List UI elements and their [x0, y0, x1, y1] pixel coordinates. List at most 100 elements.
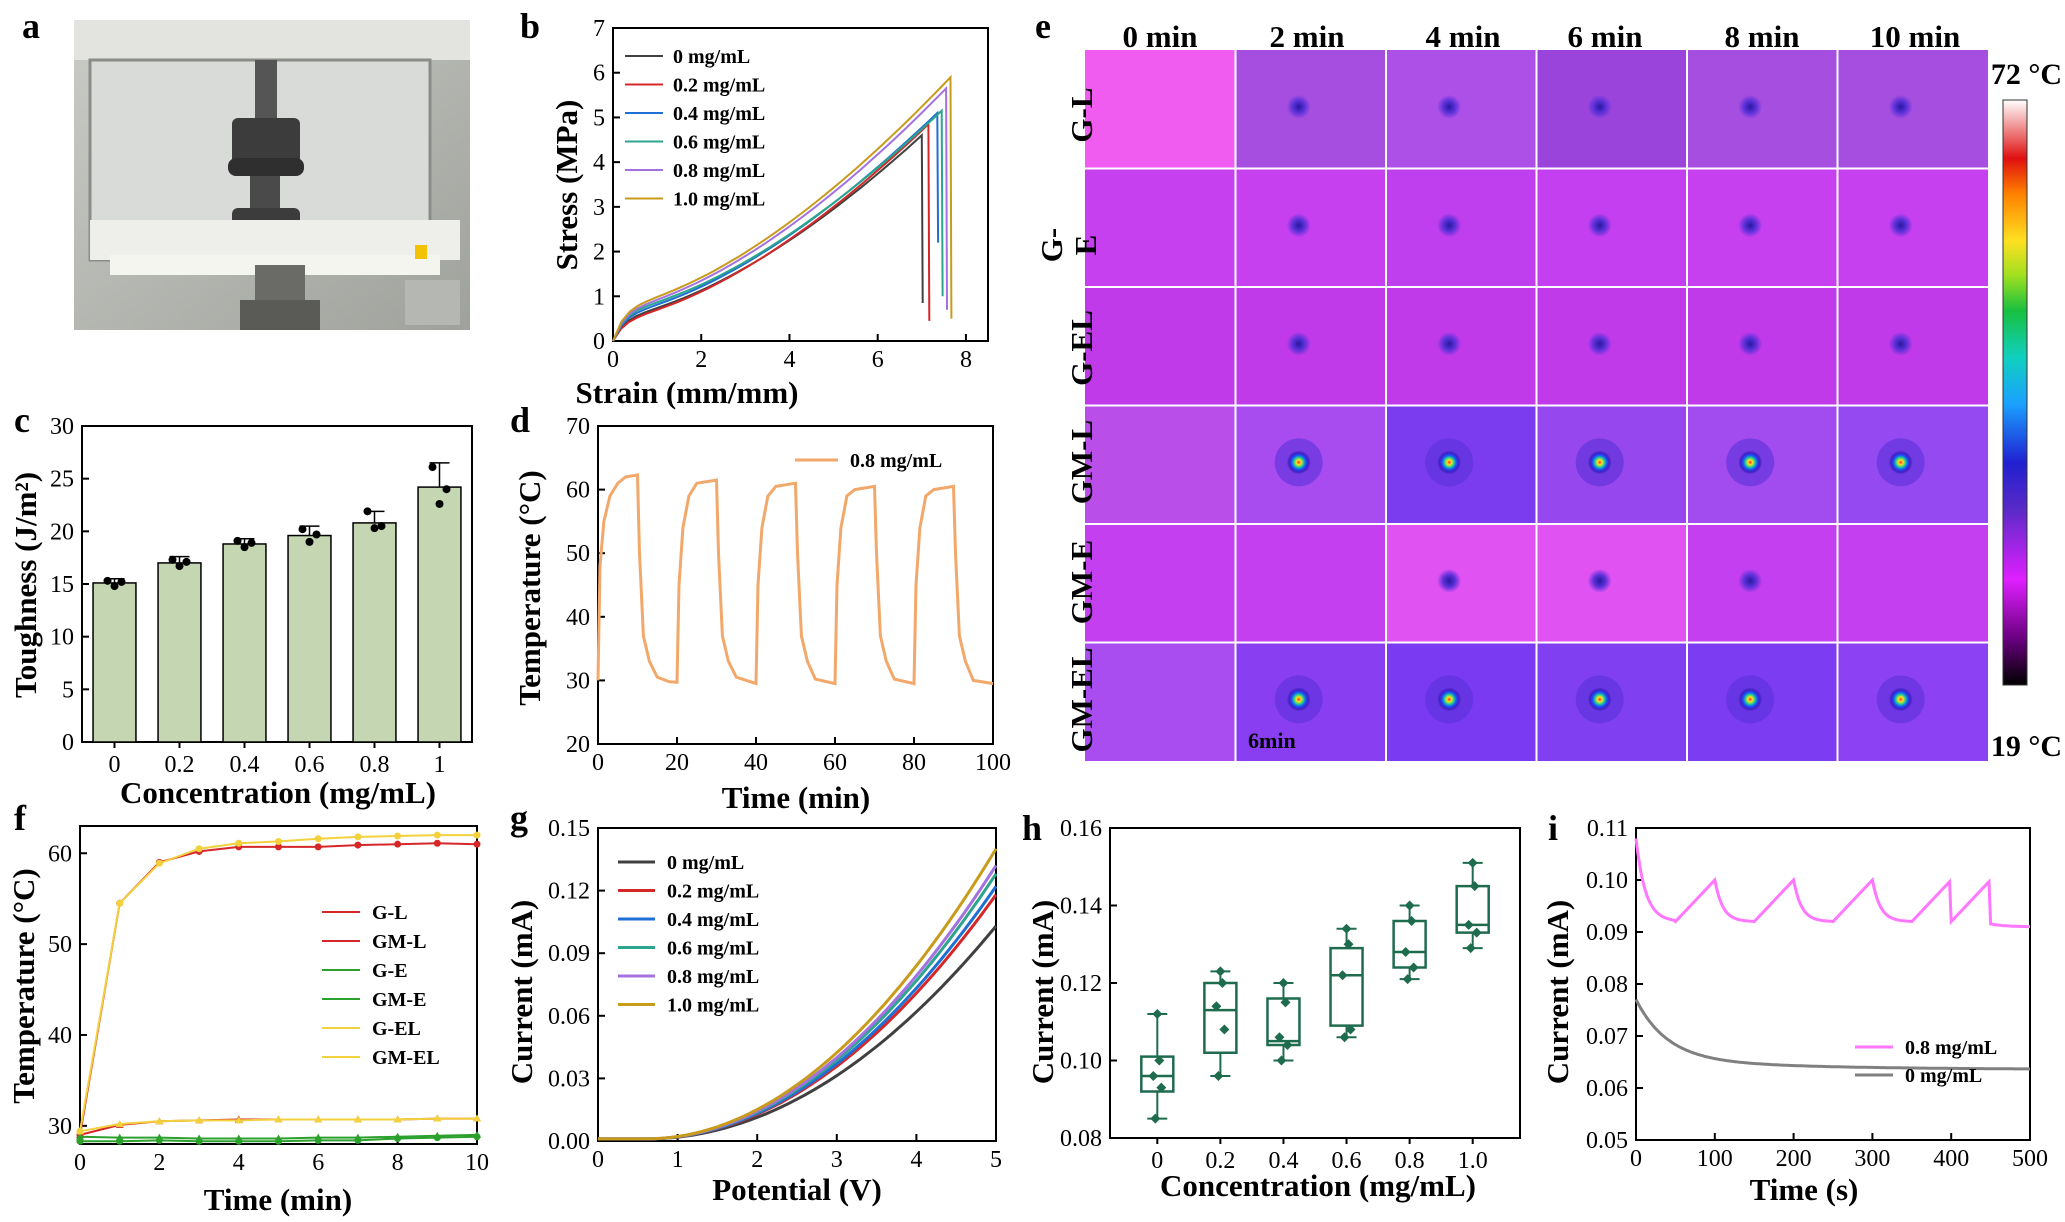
- thermal-hotspot: [1587, 687, 1612, 712]
- h-ylabel: Current (mA): [1025, 900, 1060, 1085]
- c-point: [175, 562, 184, 571]
- thermal-spot: [1738, 94, 1763, 119]
- b-legend-label-3: 0.6 mg/mL: [673, 132, 765, 154]
- thermal-spot: [1286, 331, 1311, 356]
- thermal-cell: [1837, 50, 1988, 169]
- h-point: [1463, 919, 1474, 930]
- d-frame: [597, 425, 994, 745]
- thermal-hotspot: [1888, 450, 1913, 475]
- c-point: [428, 463, 437, 472]
- c-point: [370, 524, 379, 533]
- panel-label-c: c: [14, 400, 30, 440]
- b-ytick-label: 5: [593, 105, 605, 131]
- thermal-cell: [1235, 50, 1386, 169]
- e-row-4: GM-E: [1064, 540, 1099, 624]
- panel-label-b: b: [520, 6, 540, 46]
- h-xtick-label: 1.0: [1458, 1148, 1488, 1174]
- f-marker: [235, 839, 243, 847]
- thermal-spot: [1888, 213, 1913, 238]
- h-point: [1343, 939, 1354, 950]
- f-legend-label-1: GM-L: [372, 931, 426, 953]
- b-legend-label-2: 0.4 mg/mL: [673, 103, 765, 125]
- i-xlabel: Time (s): [1750, 1172, 1859, 1207]
- c-bar-5: [417, 486, 462, 743]
- d-xtick-label: 0: [592, 750, 604, 776]
- g-ytick-label: 0.06: [548, 1004, 590, 1030]
- f-ytick-label: 30: [48, 1114, 72, 1140]
- c-point: [435, 499, 444, 508]
- b-series-5: [612, 74, 953, 342]
- b-legend-label-4: 0.8 mg/mL: [673, 160, 765, 182]
- h-xlabel: Concentration (mg/mL): [1160, 1168, 1476, 1203]
- thermal-spot: [1437, 331, 1462, 356]
- i-ytick-label: 0.05: [1586, 1128, 1628, 1154]
- thermal-spot: [1286, 94, 1311, 119]
- f-ytick-label: 50: [48, 932, 72, 958]
- thermal-spot: [1587, 568, 1612, 593]
- thermal-spot: [1888, 94, 1913, 119]
- c-bar-2: [222, 543, 267, 743]
- thermal-spot: [1437, 568, 1462, 593]
- g-xtick-label: 0: [592, 1147, 604, 1173]
- panel-label-d: d: [510, 400, 530, 440]
- h-ytick-label: 0.12: [1060, 971, 1102, 997]
- thermal-spot: [1587, 94, 1612, 119]
- current-box-chart: 0.08 0.10 0.12 0.14 0.16 0 0.2 0.4 0.6 0.8 1.0: [1060, 816, 1521, 1174]
- thermal-cell: [1085, 50, 1236, 169]
- h-point: [1469, 881, 1480, 892]
- i-ytick-label: 0.11: [1587, 816, 1628, 842]
- i-legend-label-1: 0 mg/mL: [1905, 1065, 1982, 1087]
- g-ytick-label: 0.15: [548, 816, 590, 842]
- d-legend-label: 0.8 mg/mL: [850, 450, 942, 472]
- thermal-spot: [1888, 331, 1913, 356]
- h-point: [1219, 1024, 1230, 1035]
- e-row-1b: E: [1068, 235, 1103, 256]
- f-marker: [116, 899, 124, 907]
- thermal-cell: [1085, 168, 1236, 287]
- h-point: [1215, 966, 1226, 977]
- c-point: [168, 555, 177, 564]
- b-legend-label-0: 0 mg/mL: [673, 46, 750, 68]
- f-xtick-label: 6: [312, 1150, 324, 1176]
- h-point: [1278, 978, 1289, 988]
- thermal-cell: [1235, 168, 1386, 287]
- f-marker: [473, 840, 481, 848]
- b-ytick-label: 3: [593, 195, 605, 221]
- b-ylabel: Stress (MPa): [549, 100, 584, 271]
- h-box-3: [1329, 946, 1364, 1027]
- i-ytick-label: 0.07: [1586, 1024, 1628, 1050]
- stress-strain-chart: 0 2 4 6 8 0 1 2 3 4 5 6 7 0 mg/mL 0.2 mg/mL 0.4 mg/mL 0.…: [593, 16, 989, 373]
- c-xtick-label: 0.2: [165, 752, 195, 778]
- g-legend-label-4: 0.8 mg/mL: [667, 966, 759, 988]
- d-ytick-label: 70: [566, 414, 590, 440]
- g-legend-label-2: 0.4 mg/mL: [667, 909, 759, 931]
- thermal-cell: [1536, 50, 1687, 169]
- c-xtick-label: 1: [434, 752, 446, 778]
- h-point: [1154, 1055, 1165, 1066]
- g-xtick-label: 1: [672, 1147, 684, 1173]
- thermal-spot: [1738, 331, 1763, 356]
- g-frame: [597, 827, 997, 1142]
- c-point: [377, 522, 386, 531]
- thermal-hotspot: [1286, 687, 1311, 712]
- h-box-4: [1392, 919, 1427, 969]
- thermal-cell: [1687, 168, 1838, 287]
- f-marker: [433, 1114, 442, 1122]
- toughness-bar-chart: 0 5 10 15 20 25 30 0 0.2 0.4 0.6 0.8 1: [50, 414, 473, 778]
- f-marker: [314, 1136, 322, 1144]
- f-marker: [353, 1115, 362, 1123]
- c-xtick-label: 0.8: [360, 752, 390, 778]
- f-series-5: [79, 834, 477, 1132]
- f-legend-label-4: G-EL: [372, 1018, 421, 1040]
- e-col-4: 8 min: [1725, 19, 1800, 54]
- h-point: [1213, 1071, 1224, 1081]
- c-point: [103, 576, 112, 585]
- h-point: [1217, 978, 1228, 988]
- c-ytick-label: 15: [50, 572, 74, 598]
- thermal-hotspot: [1587, 450, 1612, 475]
- f-marker: [115, 1120, 124, 1128]
- i-legend-label-0: 0.8 mg/mL: [1905, 1037, 1997, 1059]
- i-series-0: [1634, 838, 2030, 929]
- b-series-3: [612, 108, 944, 342]
- b-xtick-label: 6: [872, 347, 884, 373]
